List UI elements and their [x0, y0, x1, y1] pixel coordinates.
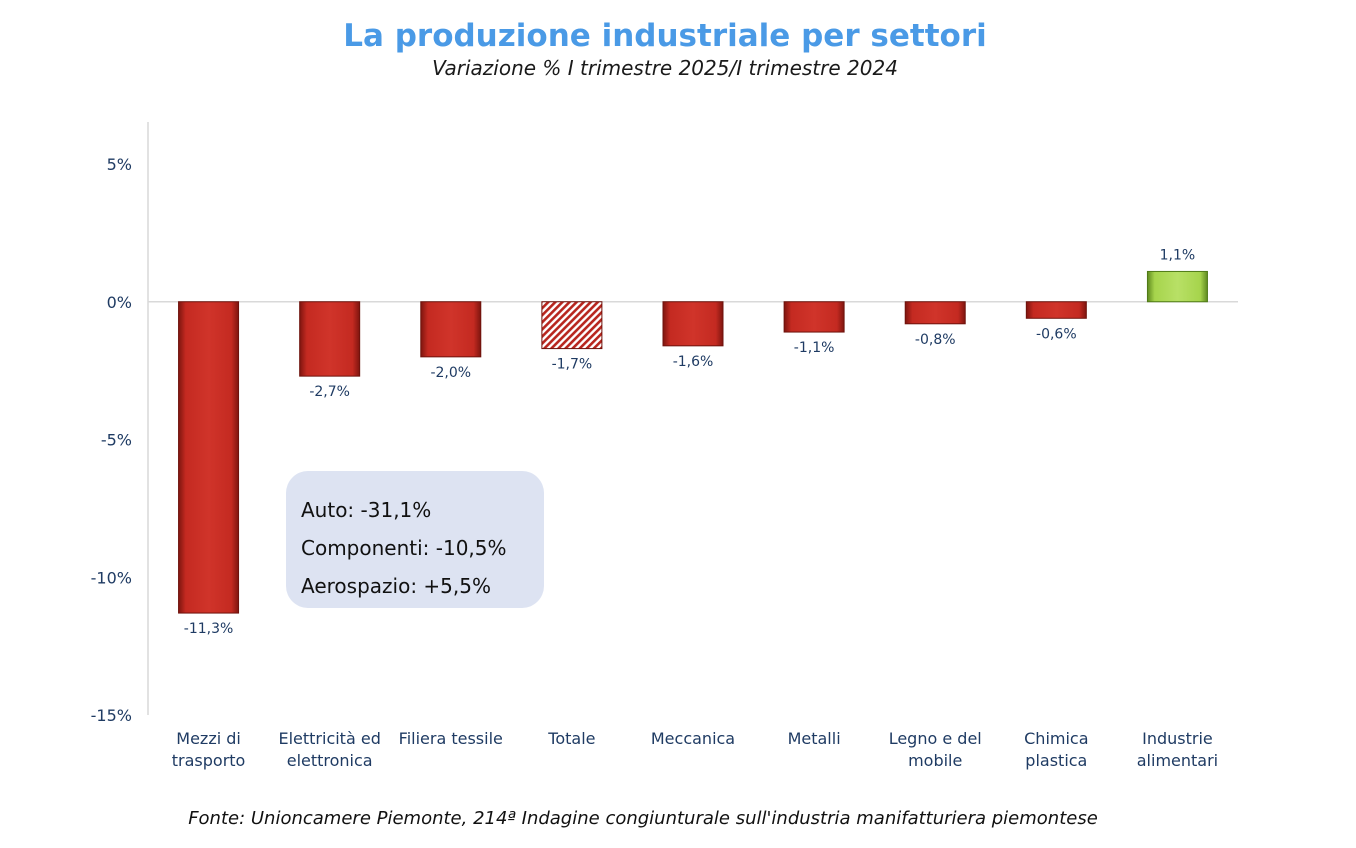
x-tick-label: Legno e del: [889, 729, 982, 748]
x-tick-label: Totale: [547, 729, 595, 748]
x-tick-label: Meccanica: [651, 729, 735, 748]
bar: [541, 301, 603, 350]
chart-subtitle: Variazione % I trimestre 2025/I trimestr…: [432, 56, 898, 80]
bar: [420, 301, 482, 358]
x-tick-label: Elettricità ed: [278, 729, 380, 748]
bar: [783, 301, 845, 333]
data-label: -1,7%: [552, 357, 593, 373]
x-tick-label: Industrie: [1142, 729, 1213, 748]
x-tick-label: plastica: [1025, 751, 1087, 770]
data-label: -1,1%: [794, 340, 835, 356]
bar: [1146, 270, 1208, 303]
x-tick-label: Filiera tessile: [399, 729, 503, 748]
note-line-aerospazio: Aerospazio: +5,5%: [301, 574, 491, 598]
data-label: -0,8%: [915, 332, 956, 348]
note-line-auto: Auto: -31,1%: [301, 498, 432, 522]
y-tick-label: -5%: [101, 431, 132, 450]
y-tick-label: 0%: [107, 293, 132, 312]
x-tick-label: Metalli: [788, 729, 841, 748]
x-tick-label: elettronica: [287, 751, 373, 770]
annotation-box: Auto: -31,1% Componenti: -10,5% Aerospaz…: [286, 471, 544, 608]
x-tick-label: Mezzi di: [176, 729, 241, 748]
y-tick-label: -10%: [91, 568, 132, 587]
data-label: -1,6%: [673, 354, 714, 370]
y-tick-label: -15%: [91, 706, 132, 725]
bar: [904, 301, 966, 325]
note-line-componenti: Componenti: -10,5%: [301, 536, 507, 560]
bar: [178, 301, 240, 614]
x-tick-label: alimentari: [1137, 751, 1218, 770]
x-tick-label: mobile: [908, 751, 962, 770]
chart-title: La produzione industriale per settori: [343, 18, 987, 54]
data-label: 1,1%: [1160, 247, 1196, 263]
data-label: -2,0%: [430, 365, 471, 381]
x-tick-label: trasporto: [172, 751, 246, 770]
source-note: Fonte: Unioncamere Piemonte, 214ª Indagi…: [188, 808, 1098, 829]
data-label: -2,7%: [309, 384, 350, 400]
x-tick-label: Chimica: [1024, 729, 1088, 748]
data-label: -0,6%: [1036, 326, 1077, 342]
bar: [299, 301, 361, 377]
y-tick-label: 5%: [107, 155, 132, 174]
bar: [1025, 301, 1087, 319]
bar: [662, 301, 724, 347]
data-label: -11,3%: [184, 621, 234, 637]
